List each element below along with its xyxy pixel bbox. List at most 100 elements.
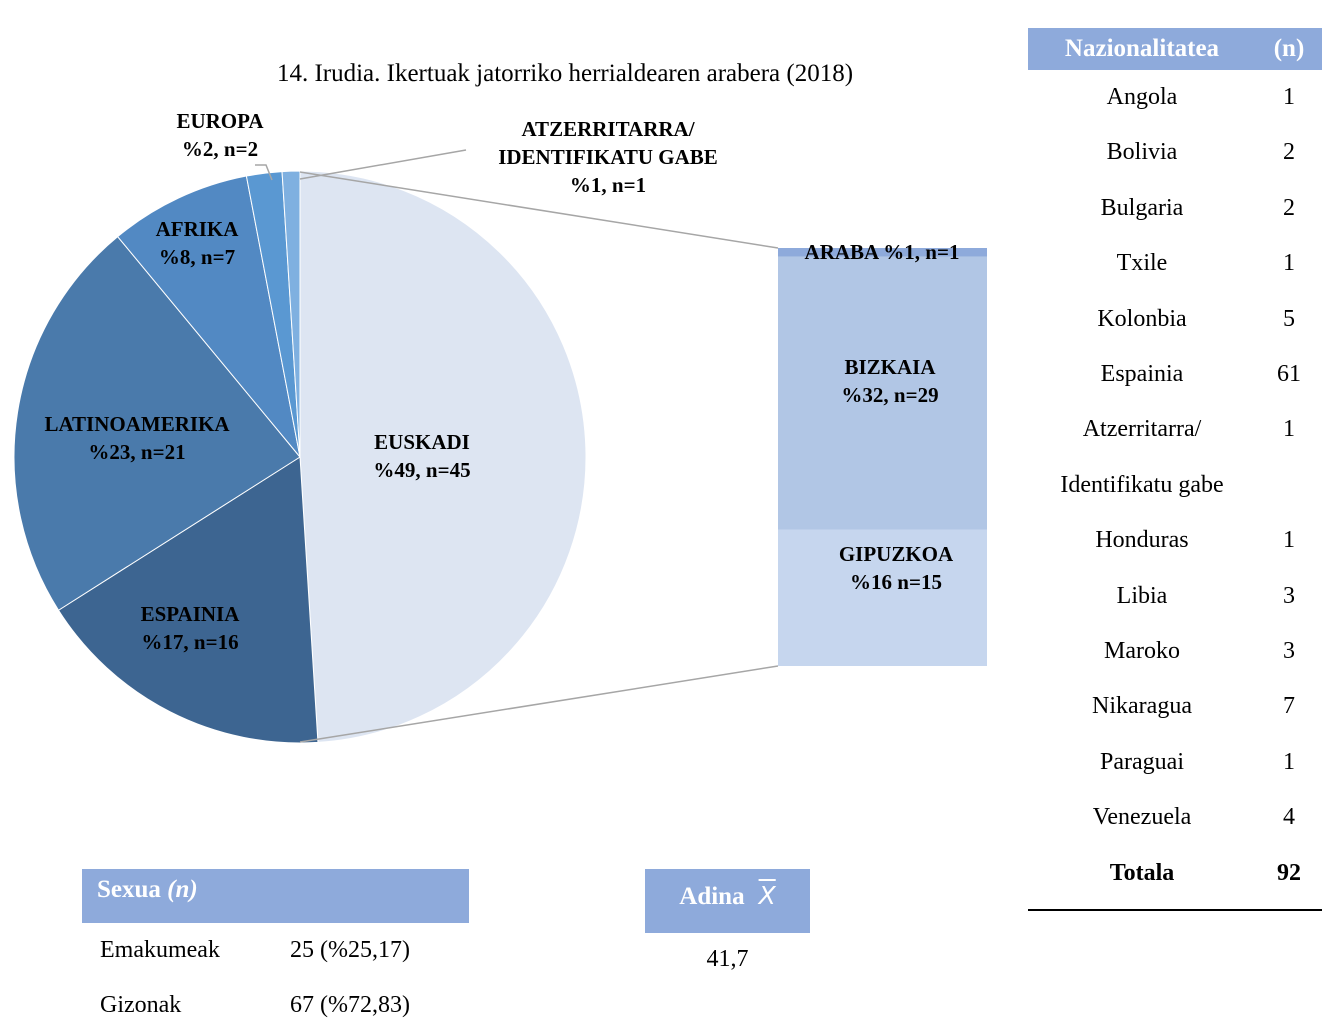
table-rule	[1028, 909, 1322, 912]
label-name: ARABA	[804, 240, 879, 264]
cell-text: Espainia	[1100, 361, 1184, 388]
cell: 67 (%72,83)	[290, 992, 410, 1018]
table-header: Adina X	[645, 869, 810, 933]
cell: 1	[1283, 84, 1295, 110]
table-header: Sexua (n)	[82, 869, 469, 923]
cell: Txile	[1028, 236, 1256, 291]
pie-slice	[57, 456, 319, 744]
data-label: ATZERRITARRA/ IDENTIFIKATU GABE %1, n=1	[488, 115, 728, 199]
table-row: Gizonak 67 (%72,83)	[82, 978, 469, 1033]
cell-text: Honduras	[1095, 527, 1189, 554]
cell: 92	[1277, 859, 1301, 886]
table-row: Kolonbia 5	[1028, 292, 1322, 347]
cell: Bulgaria	[1028, 181, 1256, 236]
cell-text: Kolonbia	[1097, 305, 1187, 332]
data-label: AFRIKA %8, n=7	[127, 215, 267, 271]
table-row: Venezuela 4	[1028, 790, 1322, 845]
pie-slice	[13, 235, 301, 611]
cell-text: Maroko	[1104, 638, 1180, 665]
cell: Atzerritarra/ Identifikatu gabe	[1028, 402, 1256, 513]
label-value: %1, n=1	[569, 173, 647, 197]
cell: 2	[1283, 139, 1295, 166]
cell: Libia	[1028, 569, 1256, 624]
table-row: Emakumeak 25 (%25,17)	[82, 923, 469, 978]
table-header: Nazionalitatea (n)	[1028, 28, 1322, 70]
leader-line	[255, 164, 273, 181]
cell: Venezuela	[1028, 790, 1256, 845]
cell: 7	[1283, 693, 1295, 720]
label-value: %2, n=2	[181, 137, 259, 161]
data-label: BIZKAIA %32, n=29	[790, 353, 990, 409]
cell-text: Nikaragua	[1092, 693, 1192, 720]
pie-slice	[116, 175, 301, 458]
label-name: AFRIKA	[155, 217, 239, 241]
age-table: Adina X 41,7	[645, 869, 810, 985]
table-row: Maroko 3	[1028, 624, 1322, 679]
label-value: %17, n=16	[141, 630, 239, 654]
table-row: Bulgaria 2	[1028, 181, 1322, 236]
nationality-table: Nazionalitatea (n) Angola 1 Bolivia 2 Bulgar…	[1028, 28, 1322, 912]
label-name: BIZKAIA	[844, 355, 936, 379]
cell-text: Angola	[1106, 84, 1178, 110]
cell: Paraguai	[1028, 735, 1256, 790]
cell: 61	[1277, 361, 1301, 388]
label-name: ESPAINIA	[140, 602, 240, 626]
label-name: ATZERRITARRA/ IDENTIFIKATU GABE	[498, 117, 718, 169]
table-body: Angola 1 Bolivia 2 Bulgaria 2 Txile 1 Kolonbia 5 E…	[1028, 70, 1322, 846]
header-cell: (n)	[167, 876, 198, 903]
cell-text: Atzerritarra/ Identifikatu gabe	[1060, 416, 1224, 498]
bar-segment	[778, 248, 987, 257]
cell: Emakumeak	[100, 937, 220, 963]
cell: Maroko	[1028, 624, 1256, 679]
cell: Espainia	[1028, 347, 1256, 402]
bar-segment	[778, 256, 987, 530]
table-row: Espainia 61	[1028, 347, 1322, 402]
cell: 41,7	[706, 946, 749, 972]
table-row: Bolivia 2	[1028, 125, 1322, 180]
label-value: %1, n=1	[883, 240, 960, 264]
chart-title: 14. Irudia. Ikertuak jatorriko herrialde…	[276, 60, 854, 87]
data-label: EUROPA %2, n=2	[150, 107, 290, 163]
cell: 4	[1283, 804, 1295, 831]
cell: 1	[1283, 527, 1295, 554]
cell: Honduras	[1028, 513, 1256, 568]
cell-text: Paraguai	[1100, 748, 1184, 775]
data-label: LATINOAMERIKA %23, n=21	[7, 410, 267, 466]
header-cell: (n)	[1273, 35, 1305, 62]
cell-text: Bulgaria	[1100, 194, 1184, 221]
cell: 1	[1283, 748, 1295, 775]
label-name: EUROPA	[176, 109, 264, 133]
data-label: ARABA %1, n=1	[797, 238, 967, 266]
data-label: GIPUZKOA %16 n=15	[796, 540, 996, 596]
label-name: GIPUZKOA	[838, 542, 954, 566]
chart	[13, 149, 987, 744]
table-row: Angola 1	[1028, 70, 1322, 125]
header-cell: Adina	[679, 883, 745, 910]
header-cell: Sexua	[97, 876, 161, 903]
cell: Nikaragua	[1028, 679, 1256, 734]
cell: 2	[1283, 194, 1295, 221]
cell-text: Libia	[1116, 582, 1168, 609]
total-row: Totala 92	[1028, 846, 1322, 901]
cell: 1	[1283, 250, 1295, 277]
pie-slice	[299, 170, 587, 743]
cell: Gizonak	[100, 992, 182, 1018]
table-row: Honduras 1	[1028, 513, 1322, 568]
table-row: Txile 1	[1028, 236, 1322, 291]
table-row: Paraguai 1	[1028, 735, 1322, 790]
data-label: EUSKADI %49, n=45	[322, 428, 522, 484]
pie-slice	[281, 170, 301, 458]
label-value: %49, n=45	[373, 458, 471, 482]
label-name: LATINOAMERIKA	[44, 412, 230, 436]
connector-line	[299, 171, 779, 249]
table-row: Libia 3	[1028, 569, 1322, 624]
cell: Totala	[1109, 859, 1175, 886]
table-row: Nikaragua 7	[1028, 679, 1322, 734]
cell: Bolivia	[1028, 125, 1256, 180]
cell-text: Txile	[1116, 250, 1168, 277]
cell: 3	[1283, 582, 1295, 609]
label-name: EUSKADI	[374, 430, 470, 454]
bar-segment	[778, 529, 987, 666]
header-cell: X	[758, 881, 776, 910]
